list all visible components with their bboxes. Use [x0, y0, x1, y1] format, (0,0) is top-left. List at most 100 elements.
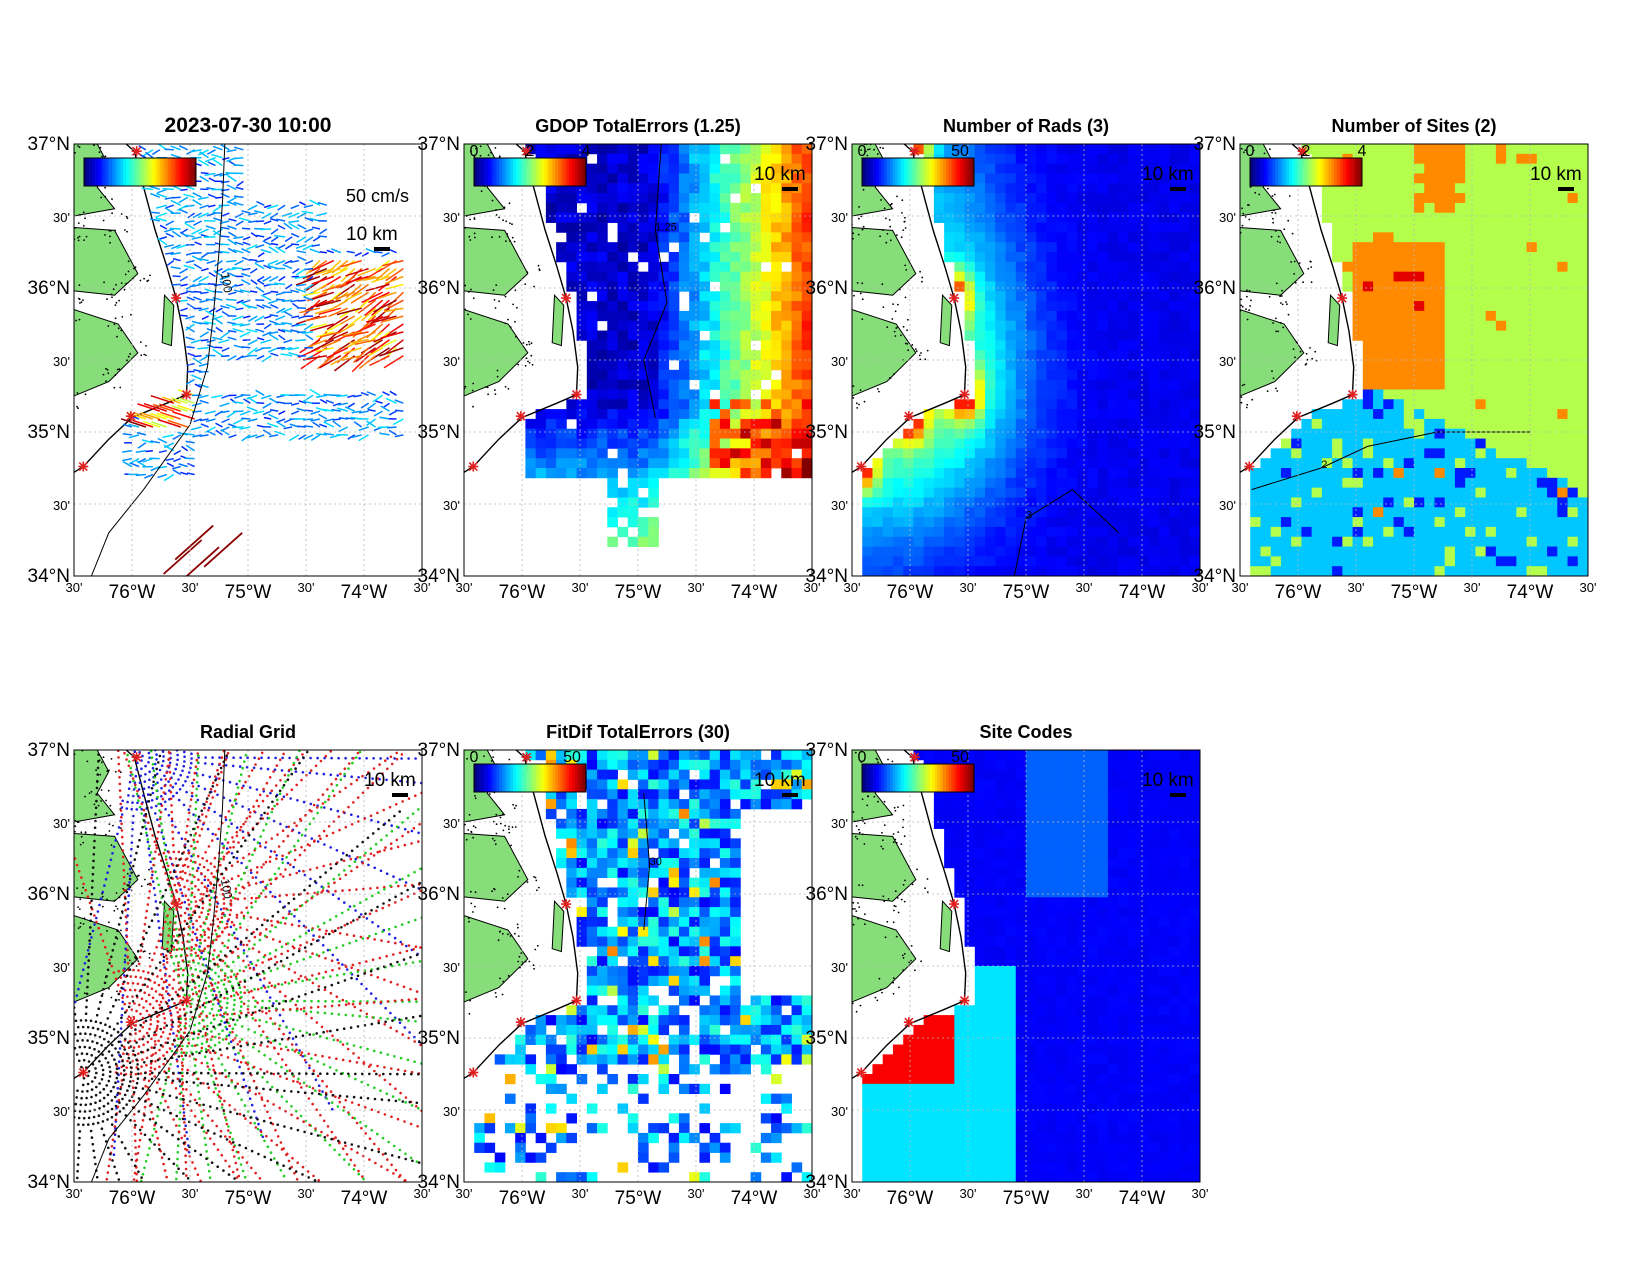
- data-cell: [699, 301, 711, 312]
- data-cell: [1056, 458, 1068, 469]
- data-cell: [1077, 536, 1088, 547]
- data-cell: [597, 301, 608, 312]
- data-cell: [985, 448, 996, 459]
- current-vector: [381, 252, 390, 258]
- data-cell: [617, 252, 629, 263]
- current-vector: [227, 272, 237, 278]
- data-cell: [903, 526, 914, 538]
- coast-dot: [1249, 186, 1252, 188]
- data-cell: [1026, 163, 1037, 174]
- data-cell: [1454, 291, 1466, 302]
- colorbar-segment: [168, 158, 171, 186]
- data-cell: [1567, 340, 1579, 351]
- data-cell: [1465, 369, 1476, 381]
- data-cell: [791, 222, 803, 233]
- coast-dot: [125, 282, 128, 285]
- data-cell: [1332, 232, 1343, 243]
- radar-site-marker: [78, 461, 89, 472]
- colorbar-segment: [971, 158, 975, 186]
- data-cell: [566, 409, 577, 420]
- data-cell: [995, 369, 1006, 381]
- data-cell: [1046, 153, 1058, 165]
- current-vector: [373, 268, 390, 283]
- data-cell: [1260, 546, 1272, 557]
- coast-dot: [82, 225, 85, 227]
- current-vector: [171, 465, 181, 470]
- colorbar-segment: [131, 158, 135, 186]
- data-cell: [1383, 340, 1394, 351]
- data-cell: [556, 212, 567, 223]
- coast-dot: [74, 227, 77, 229]
- data-cell: [1107, 252, 1119, 263]
- data-cell: [1046, 409, 1058, 420]
- data-cell: [1159, 153, 1170, 165]
- data-cell: [1066, 310, 1078, 322]
- data-cell: [1066, 468, 1078, 479]
- coast-dot: [1251, 398, 1254, 401]
- current-vector: [220, 192, 230, 198]
- coast-dot: [1249, 305, 1251, 307]
- data-cell: [1077, 193, 1088, 204]
- data-cell: [719, 320, 731, 331]
- data-cell: [1005, 153, 1017, 165]
- data-cell: [1547, 252, 1558, 263]
- data-cell: [709, 428, 721, 439]
- coast-dot: [1240, 298, 1243, 301]
- data-cell: [923, 536, 935, 547]
- data-cell: [668, 379, 680, 390]
- data-cell: [781, 271, 792, 282]
- current-vector: [290, 289, 300, 294]
- coast-dot: [862, 188, 865, 191]
- current-vector: [157, 473, 168, 479]
- data-cell: [566, 468, 577, 479]
- data-cell: [607, 163, 618, 174]
- data-cell: [1495, 497, 1507, 508]
- data-cell: [1567, 232, 1579, 243]
- coast-dot: [479, 145, 482, 148]
- data-cell: [1026, 291, 1037, 302]
- data-cell: [627, 438, 639, 449]
- data-cell: [985, 173, 996, 184]
- data-cell: [933, 507, 945, 518]
- coast-dot: [896, 326, 899, 328]
- data-cell: [689, 252, 700, 263]
- current-vector: [241, 299, 251, 304]
- colorbar-segment: [499, 158, 503, 186]
- data-cell: [1005, 556, 1017, 567]
- data-cell: [872, 458, 884, 469]
- coast-dot: [872, 138, 874, 140]
- data-cell: [995, 458, 1006, 469]
- data-cell: [1434, 222, 1446, 233]
- latitude-tick-label: 34°N: [28, 566, 70, 587]
- data-cell: [1506, 369, 1517, 381]
- data-cell: [1179, 497, 1191, 508]
- data-cell: [1495, 281, 1507, 292]
- data-cell: [1015, 389, 1027, 400]
- coast-dot: [495, 284, 498, 286]
- current-vector: [275, 259, 286, 266]
- current-vector: [232, 266, 244, 270]
- data-cell: [1383, 281, 1394, 292]
- data-cell: [719, 389, 731, 400]
- data-cell: [1454, 468, 1466, 479]
- data-cell: [985, 310, 996, 322]
- data-cell: [1506, 438, 1517, 449]
- coast-dot: [904, 342, 907, 345]
- data-cell: [1291, 487, 1302, 498]
- data-cell: [995, 438, 1006, 449]
- data-cell: [545, 409, 557, 420]
- data-cell: [648, 360, 659, 371]
- data-cell: [1179, 360, 1191, 371]
- data-cell: [1128, 497, 1139, 508]
- coast-dot: [453, 303, 455, 305]
- data-cell: [1077, 428, 1088, 439]
- coast-dot: [108, 229, 111, 232]
- data-cell: [791, 242, 803, 253]
- data-cell: [1475, 153, 1487, 165]
- current-vector: [263, 204, 272, 209]
- data-cell: [719, 242, 731, 253]
- current-vector: [183, 264, 195, 270]
- data-cell: [1077, 153, 1088, 165]
- data-cell: [689, 193, 700, 204]
- data-cell: [781, 330, 792, 341]
